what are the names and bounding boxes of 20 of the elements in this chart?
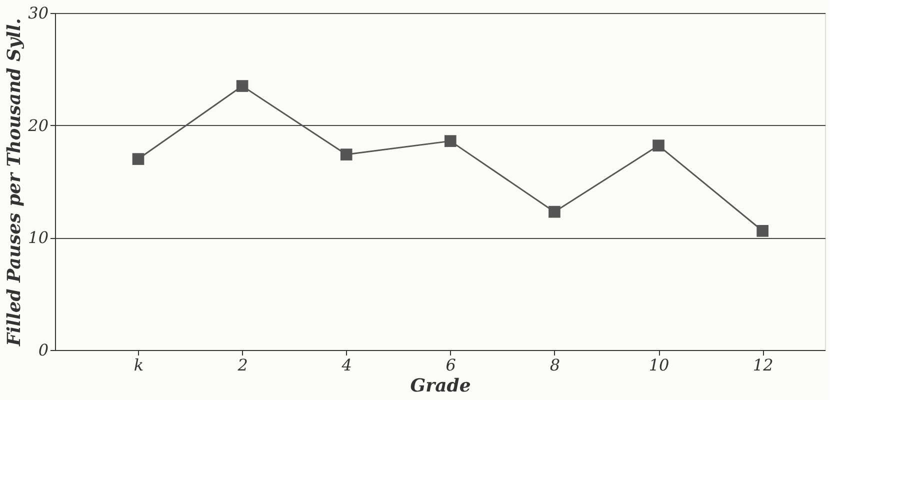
x-tick-label: k — [134, 356, 144, 374]
y-tick-label: 20 — [27, 116, 48, 135]
point — [236, 80, 248, 92]
x-tick-label: 2 — [236, 356, 248, 374]
point — [652, 140, 664, 152]
point — [756, 225, 768, 237]
point — [548, 206, 560, 218]
y-axis-title: Filled Pauses per Thousand Syll. — [4, 18, 26, 347]
x-tick-label: 10 — [648, 356, 670, 374]
x-tick-label: 12 — [752, 356, 774, 374]
x-tick-label: 8 — [550, 356, 560, 374]
y-tick-label: 0 — [38, 340, 48, 360]
x-tick-label: 6 — [446, 356, 456, 374]
y-tick-label: 10 — [28, 228, 48, 248]
y-tick-label: 30 — [28, 4, 48, 22]
point — [132, 153, 144, 165]
x-tick-label: 4 — [340, 356, 352, 374]
x-axis-title: Grade — [410, 376, 471, 396]
point — [340, 148, 352, 160]
point — [444, 135, 456, 147]
